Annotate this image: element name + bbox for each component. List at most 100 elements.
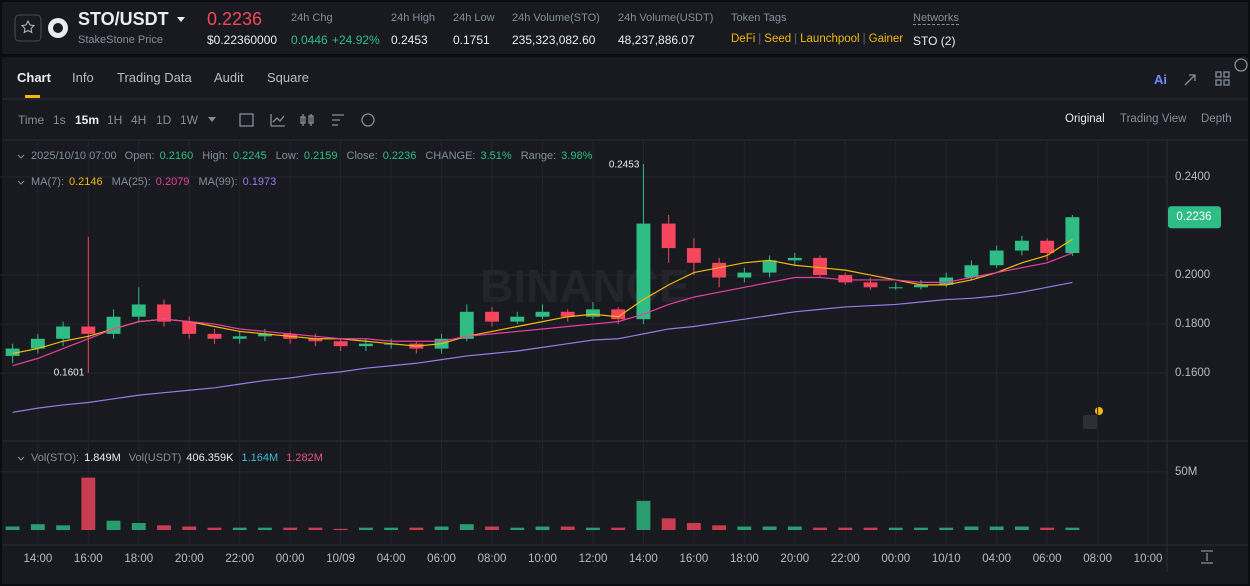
volume-bar — [308, 527, 323, 530]
info-label: CHANGE: — [425, 150, 476, 162]
candle-body — [1065, 217, 1080, 253]
token-tag[interactable]: Gainer — [868, 33, 904, 45]
high-marker: 0.2453 — [609, 160, 640, 171]
interval-dropdown[interactable] — [208, 117, 216, 122]
x-tick-label: 14:00 — [23, 553, 52, 565]
volume-bar — [157, 525, 171, 530]
x-tick-label: 08:00 — [1083, 553, 1112, 565]
candle-body — [182, 321, 197, 334]
calendar-icon[interactable] — [239, 113, 254, 127]
separator: | — [794, 33, 798, 45]
volume-bar — [838, 527, 853, 530]
volume-bar — [232, 527, 247, 530]
volume-bar — [787, 526, 802, 530]
volume-bar — [1040, 527, 1055, 530]
candle-body — [207, 333, 222, 339]
tab[interactable]: Audit — [214, 70, 244, 85]
low-marker: 0.1601 — [54, 367, 85, 378]
info-label: Close: — [346, 150, 378, 162]
candle-icon[interactable] — [300, 114, 314, 126]
candle-body — [510, 316, 525, 322]
scale-icon[interactable] — [1201, 550, 1213, 564]
grid-icon[interactable] — [1223, 71, 1230, 78]
ma-legend: MA(7): 0.2146 MA(25): 0.2079 MA(99): 0.1973 — [31, 176, 280, 188]
tab[interactable]: Info — [72, 70, 94, 85]
candle-body — [358, 343, 373, 347]
interval[interactable]: 15m — [75, 113, 100, 127]
settings-icon[interactable] — [332, 114, 344, 126]
volume-bar — [914, 527, 928, 530]
volume-bar — [30, 524, 45, 530]
volume-bar — [560, 526, 575, 530]
volume-bar — [989, 526, 1004, 530]
close-icon[interactable] — [1234, 58, 1248, 72]
info-label: Range: — [520, 150, 557, 162]
y-tick-label: 0.1800 — [1175, 318, 1210, 330]
interval[interactable]: 1H — [107, 113, 123, 127]
volume-label: Vol(STO): — [31, 452, 80, 464]
pair-dropdown[interactable] — [177, 17, 185, 22]
layout-icon[interactable] — [361, 113, 375, 127]
indicator-icon[interactable] — [270, 114, 285, 127]
volume-legend: Vol(STO): 1.849M Vol(USDT) 406.359K 1.164M 1.… — [31, 452, 326, 464]
info-value: 0.2236 — [382, 150, 417, 162]
y-tick-label: 0.2000 — [1175, 269, 1210, 281]
candle-body — [81, 326, 96, 334]
token-tag[interactable]: Seed — [764, 33, 792, 45]
volume-bar — [636, 500, 651, 530]
watermark: BINANCE — [480, 260, 690, 312]
volume-bar — [813, 527, 827, 530]
token-tag[interactable]: Launchpool — [800, 33, 860, 45]
candle-body — [308, 338, 323, 342]
volume-bar — [485, 526, 499, 530]
candle-body — [712, 262, 727, 278]
ma-line — [12, 281, 1073, 413]
x-tick-label: 14:00 — [629, 553, 658, 565]
volume-bar — [358, 527, 373, 530]
info-value: 3.98% — [561, 150, 593, 162]
tab[interactable]: Chart — [17, 70, 51, 85]
candle-body — [485, 311, 499, 322]
interval[interactable]: 1W — [180, 113, 198, 127]
x-tick-label: 00:00 — [276, 553, 305, 565]
candle-body — [787, 257, 802, 261]
view-option[interactable]: Original — [1065, 113, 1105, 125]
info-label: High: — [202, 150, 228, 162]
ohlc-info: 2025/10/10 07:00 Open: 0.2160 High: 0.2245 Lo… — [31, 150, 596, 162]
x-tick-label: 10:00 — [528, 553, 557, 565]
token-logo-inner — [53, 23, 63, 33]
expand-icon[interactable] — [1184, 74, 1196, 86]
stat-label: 24h Chg — [291, 12, 333, 24]
grid-icon[interactable] — [1215, 79, 1222, 86]
token-tag[interactable]: DeFi — [731, 33, 756, 45]
candle-body — [611, 309, 626, 320]
tab[interactable]: Square — [267, 70, 309, 85]
grid-icon[interactable] — [1223, 79, 1230, 86]
view-option[interactable]: Trading View — [1120, 113, 1187, 125]
tab[interactable]: Trading Data — [117, 70, 192, 85]
favorite-button[interactable] — [14, 14, 42, 42]
view-option[interactable]: Depth — [1201, 113, 1232, 125]
candle-body — [5, 348, 20, 356]
grid-icon[interactable] — [1215, 71, 1222, 78]
volume-bar — [964, 526, 979, 530]
interval[interactable]: 1s — [53, 113, 66, 127]
candle-body — [737, 272, 752, 278]
stat-label: 24h Volume(USDT) — [618, 12, 714, 24]
candle-body — [989, 250, 1004, 266]
interval[interactable]: 1D — [156, 113, 172, 127]
x-tick-label: 16:00 — [680, 553, 709, 565]
volume-value: 1.282M — [286, 452, 323, 464]
interval[interactable]: 4H — [131, 113, 147, 127]
ma-value: 0.1973 — [242, 176, 277, 188]
candle-body — [813, 257, 827, 276]
notice-icon[interactable] — [1083, 415, 1097, 429]
x-tick-label: 04:00 — [377, 553, 406, 565]
ai-button[interactable]: Ai — [1154, 72, 1167, 87]
x-tick-label: 08:00 — [478, 553, 507, 565]
volume-bar — [586, 527, 600, 530]
candle-body — [863, 282, 878, 288]
stat-label: 24h High — [391, 12, 436, 24]
candle-body — [30, 338, 45, 349]
